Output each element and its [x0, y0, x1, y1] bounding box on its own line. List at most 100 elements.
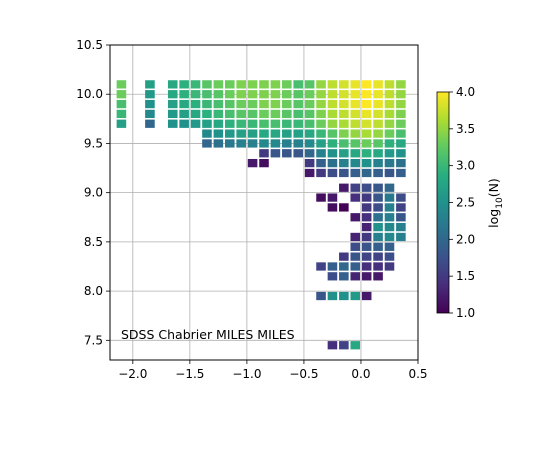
x-tick-label: −1.5	[175, 367, 204, 381]
heatmap-cell	[259, 129, 269, 138]
heatmap-cell	[293, 109, 304, 119]
heatmap-cell	[350, 242, 361, 251]
heatmap-cell	[384, 193, 395, 202]
heatmap-cell	[384, 222, 395, 232]
heatmap-cell	[350, 341, 361, 350]
heatmap-cell	[304, 129, 315, 138]
heatmap-cell	[304, 139, 315, 148]
heatmap-cell	[202, 80, 212, 89]
heatmap-cell	[327, 341, 338, 350]
heatmap-cell	[316, 139, 326, 148]
heatmap-cell	[236, 119, 246, 128]
heatmap-cell	[190, 119, 201, 128]
heatmap-cell	[339, 262, 349, 271]
heatmap-cell	[396, 90, 406, 99]
heatmap-cell	[224, 139, 235, 148]
heatmap-cell	[224, 109, 235, 119]
heatmap-cell	[316, 262, 326, 271]
heatmap-cell	[304, 119, 315, 128]
heatmap-cell	[282, 109, 292, 119]
heatmap-cell	[316, 168, 326, 178]
heatmap-cell	[361, 291, 372, 301]
colorbar-tick-label: 3.5	[456, 122, 475, 136]
heatmap-cell	[361, 149, 372, 158]
heatmap-cell	[339, 129, 349, 138]
heatmap-cell	[339, 252, 349, 261]
heatmap-cell	[167, 80, 178, 89]
heatmap-cell	[350, 193, 361, 202]
heatmap-cell	[373, 183, 383, 192]
heatmap-cell	[373, 90, 383, 99]
heatmap-cell	[396, 119, 406, 128]
heatmap-cell	[373, 119, 383, 128]
heatmap-cell	[384, 232, 395, 242]
heatmap-cell	[396, 193, 406, 202]
y-tick-label: 10.0	[76, 87, 103, 101]
heatmap-cell	[167, 99, 178, 109]
heatmap-cell	[213, 119, 224, 128]
heatmap-cell	[247, 158, 258, 168]
heatmap-cell	[259, 99, 269, 109]
heatmap-cell	[339, 139, 349, 148]
heatmap-cell	[384, 242, 395, 251]
heatmap-cell	[339, 90, 349, 99]
heatmap-cell	[247, 119, 258, 128]
heatmap-cell	[270, 80, 281, 89]
heatmap-cell	[145, 90, 155, 99]
heatmap-cell	[361, 139, 372, 148]
heatmap-cell	[339, 168, 349, 178]
heatmap-cell	[384, 149, 395, 158]
x-axis: −2.0 −1.5 −1.0 −0.5 0.0 0.5	[118, 360, 428, 381]
heatmap-cell	[327, 90, 338, 99]
heatmap-cell	[304, 109, 315, 119]
heatmap-cell	[361, 232, 372, 242]
heatmap-cell	[179, 109, 189, 119]
heatmap-cell	[361, 183, 372, 192]
heatmap-cell	[350, 262, 361, 271]
heatmap-cell	[327, 272, 338, 281]
heatmap-cell	[259, 119, 269, 128]
heatmap-cell	[224, 99, 235, 109]
plot-frame	[109, 44, 419, 361]
heatmap-cell	[116, 109, 127, 119]
heatmap-cell	[116, 119, 127, 128]
heatmap-cell	[384, 183, 395, 192]
y-tick-label: 10.5	[76, 38, 103, 52]
heatmap-cell	[361, 80, 372, 89]
heatmap-cell	[361, 158, 372, 168]
heatmap-cell	[202, 99, 212, 109]
heatmap-cell	[373, 242, 383, 251]
heatmap-cell	[396, 158, 406, 168]
heatmap-cell	[116, 99, 127, 109]
heatmap-cell	[361, 90, 372, 99]
x-tick-label: −0.5	[289, 367, 318, 381]
heatmap-cell	[282, 99, 292, 109]
heatmap-cell	[396, 109, 406, 119]
heatmap-cell	[327, 129, 338, 138]
heatmap-cell	[327, 193, 338, 202]
heatmap-cell	[293, 149, 304, 158]
heatmap-cell	[396, 213, 406, 222]
heatmap-cell	[327, 168, 338, 178]
heatmap-cell	[361, 222, 372, 232]
heatmap-cell	[247, 109, 258, 119]
heatmap-cell	[361, 252, 372, 261]
heatmap-cell	[373, 129, 383, 138]
heatmap-cell	[247, 139, 258, 148]
heatmap-cell	[361, 203, 372, 212]
heatmap-cell	[282, 149, 292, 158]
heatmap-cell	[247, 80, 258, 89]
heatmap-cell	[213, 139, 224, 148]
heatmap-cell	[327, 291, 338, 301]
colorbar-label-main: log	[486, 209, 501, 228]
colorbar-label: log10(N)	[486, 178, 505, 228]
heatmap-cell	[190, 80, 201, 89]
heatmap-cells	[116, 80, 406, 350]
heatmap-cell	[384, 119, 395, 128]
heatmap-cell	[350, 90, 361, 99]
heatmap-cell	[373, 149, 383, 158]
heatmap-cell	[316, 90, 326, 99]
heatmap-cell	[396, 139, 406, 148]
heatmap-cell	[339, 149, 349, 158]
heatmap-cell	[224, 90, 235, 99]
